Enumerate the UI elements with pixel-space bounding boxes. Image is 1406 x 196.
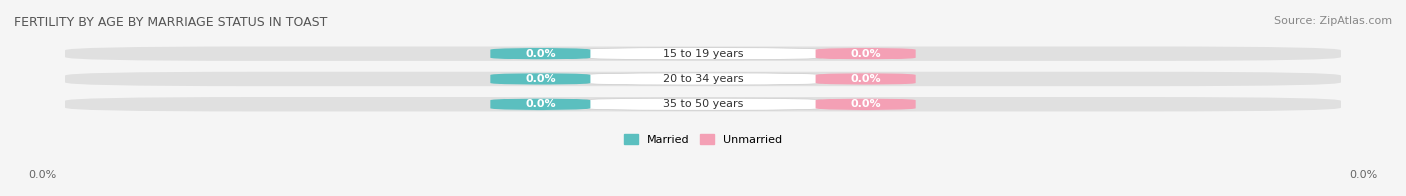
Text: 0.0%: 0.0%: [524, 49, 555, 59]
Legend: Married, Unmarried: Married, Unmarried: [624, 134, 782, 145]
FancyBboxPatch shape: [815, 48, 915, 60]
Text: 0.0%: 0.0%: [851, 74, 882, 84]
FancyBboxPatch shape: [65, 97, 1341, 112]
Text: 0.0%: 0.0%: [524, 99, 555, 109]
FancyBboxPatch shape: [491, 98, 591, 110]
Text: 0.0%: 0.0%: [28, 170, 56, 180]
Text: 0.0%: 0.0%: [524, 74, 555, 84]
Text: 0.0%: 0.0%: [851, 49, 882, 59]
FancyBboxPatch shape: [583, 48, 823, 60]
FancyBboxPatch shape: [491, 48, 591, 60]
FancyBboxPatch shape: [583, 73, 823, 85]
Text: Source: ZipAtlas.com: Source: ZipAtlas.com: [1274, 16, 1392, 26]
Text: 0.0%: 0.0%: [1350, 170, 1378, 180]
FancyBboxPatch shape: [65, 46, 1341, 61]
Text: 0.0%: 0.0%: [851, 99, 882, 109]
Text: 20 to 34 years: 20 to 34 years: [662, 74, 744, 84]
Text: 15 to 19 years: 15 to 19 years: [662, 49, 744, 59]
FancyBboxPatch shape: [815, 98, 915, 110]
FancyBboxPatch shape: [491, 73, 591, 85]
FancyBboxPatch shape: [583, 98, 823, 110]
FancyBboxPatch shape: [65, 72, 1341, 86]
FancyBboxPatch shape: [815, 73, 915, 85]
Text: 35 to 50 years: 35 to 50 years: [662, 99, 744, 109]
Text: FERTILITY BY AGE BY MARRIAGE STATUS IN TOAST: FERTILITY BY AGE BY MARRIAGE STATUS IN T…: [14, 16, 328, 29]
